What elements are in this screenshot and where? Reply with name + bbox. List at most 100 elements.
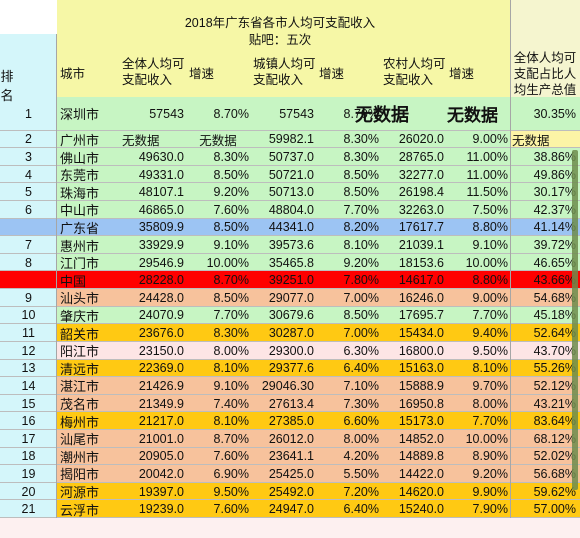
cell-rural-income: 14889.8 [398,449,444,464]
table-row: 6 中山市 46865.0 7.60% 48804.0 7.70% 32263.0 7.50%… [0,201,580,219]
cell-urban-income: 24947.0 [268,502,314,517]
cell-rural-growth: 10.00% [465,255,508,270]
cell-urban-growth: 6.40% [343,502,379,517]
cell-all-income: 21001.0 [138,431,184,446]
cell-all-growth: 8.30% [213,326,249,341]
cell-urban-income: 48804.0 [268,202,314,217]
cell-urban-income: 29046.30 [261,378,314,393]
rank-fill [0,218,56,237]
cell-rural-income: 15163.0 [398,361,444,376]
cell-urban-growth: 4.20% [343,449,379,464]
cell-rural-income: 26020.0 [398,132,444,147]
cell-rural-growth: 9.00% [472,132,508,147]
cell-gdp-ratio: 68.12% [533,431,576,446]
cell-rank: 2 [25,132,32,147]
row-divider [0,235,580,237]
cell-all-income: 49630.0 [138,150,184,164]
cell-all-growth: 8.70% [213,106,249,121]
cell-rank: 16 [21,414,36,429]
gdp-fill [511,165,580,184]
cell-city: 广州市 [60,132,100,148]
cell-rural-growth: 9.50% [472,343,508,358]
footer-strip [0,518,580,538]
cell-all-income: 48107.1 [138,185,184,200]
cell-all-growth: 9.50% [213,484,249,499]
cell-urban-income: 39251.0 [268,273,314,288]
cell-rural-income: 14422.0 [398,466,444,481]
row-fill [57,341,510,360]
cell-rank [0,219,57,237]
header-city: 城市 [60,67,86,81]
cell-all-income: 46865.0 [138,202,184,217]
cell-rank: 5 [25,185,32,200]
table-row: 广东省 35809.9 8.50% 44341.0 8.20% 17617.7 8.80% 4… [0,218,580,237]
cell-rural-growth: 9.20% [472,466,508,481]
cell-urban-income: 59982.1 [268,132,314,147]
header-urban-growth: 增速 [319,67,345,81]
row-fill [57,324,510,342]
cell-all-growth: 10.00% [206,255,249,270]
cell-all-income: 19239.0 [138,502,184,517]
cell-all-income: 28228.0 [138,273,184,288]
row-fill [57,236,510,254]
cell-all-growth: 7.40% [213,396,249,411]
cell-gdp-ratio: 46.65% [533,255,576,270]
cell-rank: 17 [21,431,36,446]
cell-city: 阳江市 [60,344,100,360]
cell-rural-growth: 11.00% [466,167,508,182]
cell-city: 肇庆市 [60,308,100,324]
cell-rural-income: 16800.0 [398,343,444,358]
cell-gdp-ratio: 30.35% [533,106,576,121]
cell-urban-income: 29377.6 [268,361,314,376]
row-fill [57,359,510,378]
row-divider [0,164,580,166]
row-divider [0,305,580,307]
cell-all-income: 24428.0 [138,290,184,305]
row-fill [57,429,510,448]
cell-urban-income: 25425.0 [268,466,314,481]
cell-rural-income: 14617.0 [398,273,444,288]
cell-gdp-ratio: 52.02% [533,449,576,464]
cell-gdp-ratio: 无数据 [512,133,550,148]
table-row: 1 深圳市 57543 8.70% 57543 8.70% 无数据 无数据 30.35% [0,97,580,131]
cell-all-growth: 8.70% [213,273,249,288]
cell-all-income: 23676.0 [138,326,184,341]
row-fill [57,165,510,184]
row-divider [0,217,580,219]
cell-all-growth: 8.50% [213,220,249,235]
header-rank: 排名 [0,69,14,103]
table-subtitle: 贴吧：五次 [248,33,312,47]
gdp-fill [511,465,580,483]
gdp-fill [511,289,580,307]
row-fill [57,465,510,483]
cell-rural-income: 15240.0 [398,502,444,517]
row-fill [57,148,510,166]
row-fill [57,500,510,518]
cell-rural-growth: 8.80% [472,273,508,288]
cell-rank: 10 [21,308,36,323]
row-divider [0,393,580,395]
cell-city: 珠海市 [60,185,100,201]
scrollbar[interactable] [572,150,578,490]
cell-rural-growth: 9.10% [472,238,508,253]
gdp-fill [511,482,580,501]
cell-rank: 12 [21,343,36,358]
row-fill [57,130,510,149]
cell-all-income: 21217.0 [138,414,184,429]
cell-rank: 11 [22,326,35,341]
table-row: 7 惠州市 33929.9 9.10% 39573.6 8.10% 21039.1 9.10%… [0,236,580,254]
table-row: 11 韶关市 23676.0 8.30% 30287.0 7.00% 15434.0 9.40… [0,324,580,342]
cell-urban-income: 30679.6 [268,308,314,323]
header-right-background [510,0,580,97]
cell-rural-income: 17695.7 [398,308,444,323]
cell-urban-income: 50721.0 [268,167,314,182]
cell-urban-growth: 8.10% [343,238,379,253]
table-row: 13 清远市 22369.0 8.10% 29377.6 6.40% 15163.0 8.10… [0,359,580,378]
cell-city: 揭阳市 [60,467,100,483]
cell-urban-income: 35465.8 [268,255,314,270]
gdp-fill [511,271,580,290]
cell-all-income: 35809.9 [138,220,184,235]
cell-rural-income: 28765.0 [398,150,444,164]
cell-all-income: 57543 [149,106,184,121]
